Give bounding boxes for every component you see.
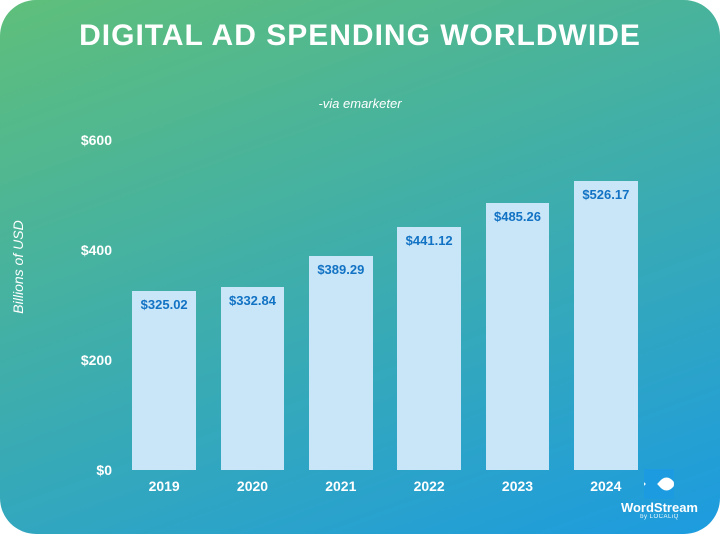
y-tick-label: $600 [62, 132, 112, 148]
y-tick-label: $400 [62, 242, 112, 258]
plot-area: $0$200$400$600$325.022019$332.842020$389… [120, 140, 650, 470]
y-tick-label: $200 [62, 352, 112, 368]
wave-icon [644, 469, 674, 499]
y-axis-label: Billions of USD [10, 220, 26, 313]
x-tick-label: 2021 [297, 478, 385, 494]
bar-value-label: $332.84 [221, 293, 285, 308]
x-tick-label: 2023 [473, 478, 561, 494]
bar-value-label: $325.02 [132, 297, 196, 312]
y-tick-label: $0 [62, 462, 112, 478]
x-tick-label: 2022 [385, 478, 473, 494]
bar-value-label: $389.29 [309, 262, 373, 277]
brand-wordmark: WordStream [621, 501, 698, 514]
brand-logo: WordStream by LOCALiQ [621, 469, 698, 520]
bar: $332.84 [221, 287, 285, 470]
chart-subtitle: -via emarketer [0, 96, 720, 111]
x-tick-label: 2020 [208, 478, 296, 494]
bar-value-label: $526.17 [574, 187, 638, 202]
chart-card: DIGITAL AD SPENDING WORLDWIDE -via emark… [0, 0, 720, 534]
bar: $389.29 [309, 256, 373, 470]
brand-byline: by LOCALiQ [621, 514, 698, 520]
bar: $325.02 [132, 291, 196, 470]
bar: $526.17 [574, 181, 638, 470]
bar-value-label: $485.26 [486, 209, 550, 224]
bar: $485.26 [486, 203, 550, 470]
chart-title: DIGITAL AD SPENDING WORLDWIDE [0, 20, 720, 52]
x-tick-label: 2019 [120, 478, 208, 494]
bar: $441.12 [397, 227, 461, 470]
bar-value-label: $441.12 [397, 233, 461, 248]
